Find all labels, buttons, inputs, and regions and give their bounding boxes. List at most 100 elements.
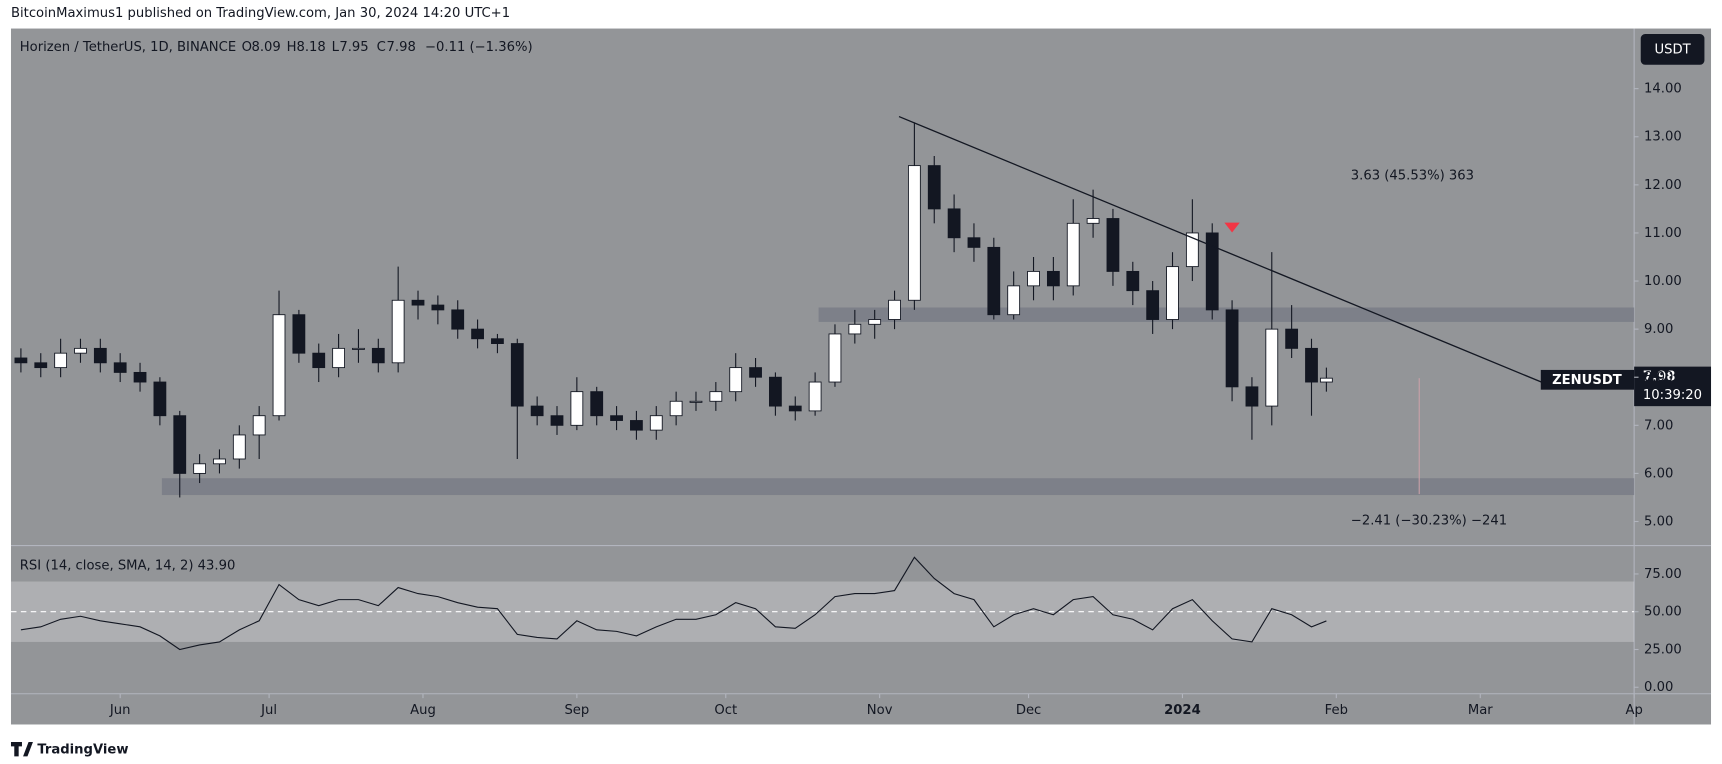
candle-body [749, 367, 762, 378]
candle-body [1285, 328, 1299, 349]
candle-body [1225, 309, 1239, 388]
x-tick-label: Oct [714, 703, 737, 718]
change: −0.11 (−1.36%) [425, 40, 533, 55]
x-tick-label: Jun [109, 703, 131, 718]
candle-body [1086, 218, 1100, 224]
rsi-title: RSI (14, close, SMA, 14, 2) [20, 558, 194, 573]
x-tick-label: Jul [260, 703, 277, 718]
candle-body [510, 343, 524, 407]
y-tick-label: 14.00 [1644, 82, 1682, 97]
candle-body [74, 347, 87, 354]
symbol-tag [1540, 369, 1635, 390]
candle-body [352, 347, 365, 350]
x-tick-label: Sep [564, 703, 589, 718]
candle-body [153, 381, 167, 417]
candle-body [689, 400, 703, 403]
y-tick-label: 12.00 [1644, 178, 1682, 193]
candle-body [669, 400, 683, 417]
candle-body [808, 381, 822, 412]
candle-body [550, 415, 564, 426]
candle-body [1305, 347, 1318, 383]
y-tick-label: 0.00 [1644, 680, 1673, 695]
candle-body [1046, 270, 1060, 287]
candle-body [610, 415, 623, 421]
footer-logo [10, 742, 33, 757]
candle-body [14, 357, 28, 364]
candle-body [213, 458, 226, 465]
candle-body [133, 371, 147, 383]
candle-body [907, 165, 921, 301]
y-tick-label: 9.00 [1644, 322, 1673, 337]
candle-body [987, 246, 1001, 316]
y-tick-label: 13.00 [1644, 130, 1682, 145]
candle-body [530, 405, 544, 417]
candle-body [411, 299, 425, 306]
candle-body [491, 338, 504, 344]
candle-body [1185, 232, 1199, 268]
candle-body [927, 165, 941, 210]
y-tick-label: 6.00 [1644, 466, 1673, 481]
candle-body [1106, 218, 1120, 272]
marker [1224, 222, 1240, 233]
candle-body [967, 237, 981, 248]
x-tick-label: 2024 [1164, 703, 1201, 718]
symbol: Horizen / TetherUS, 1D, BINANCE [20, 40, 236, 55]
candle-body [332, 347, 345, 369]
y-tick-label: 7.00 [1644, 418, 1673, 433]
o-label: O [242, 40, 252, 55]
trendline [898, 115, 1542, 383]
candle-body [1319, 377, 1333, 383]
footer: TradingView [37, 743, 128, 758]
candle-body [34, 362, 48, 369]
candle-body [272, 314, 286, 417]
candle-body [312, 352, 326, 369]
candle-body [93, 347, 107, 364]
candle-body [1265, 328, 1279, 407]
measure-up-label: 3.63 (45.53%) 363 [1351, 169, 1474, 184]
candle-body [947, 208, 961, 239]
o-value: 8.09 [251, 40, 280, 55]
candle-body [1126, 270, 1140, 292]
rsi-line [20, 556, 1327, 651]
candle-body [570, 391, 584, 426]
x-tick-label: Nov [867, 703, 893, 718]
candle-body [649, 415, 663, 431]
candle-body [1146, 290, 1160, 320]
y-tick-label: 8.00 [1644, 370, 1673, 385]
candle-body [729, 367, 743, 393]
candle-body [709, 391, 723, 402]
candle-body [868, 319, 882, 325]
y-tick-label: 50.00 [1644, 605, 1682, 620]
price-tag-countdown: 10:39:20 [1643, 388, 1702, 403]
zone [161, 478, 1635, 496]
candle-body [252, 415, 266, 436]
candle-body [590, 391, 604, 417]
c-value: 7.98 [387, 40, 416, 55]
l-label: L [332, 40, 340, 55]
currency-box[interactable] [1640, 34, 1705, 65]
candle-body [292, 314, 306, 354]
candle-body [193, 463, 207, 474]
symbol-tag-text: ZENUSDT [1552, 373, 1622, 388]
y-tick-label: 11.00 [1644, 226, 1682, 241]
price-tag [1634, 366, 1712, 407]
price-tag-price: 7.98 [1643, 370, 1675, 385]
candle-body [828, 333, 842, 383]
candle-body [1066, 222, 1080, 287]
x-tick-label: Dec [1016, 703, 1041, 718]
candle-body [1027, 270, 1040, 287]
x-tick-label: Ap [1625, 703, 1642, 718]
candle-body [848, 323, 862, 335]
y-tick-label: 25.00 [1644, 642, 1682, 657]
x-tick-label: Feb [1325, 703, 1348, 718]
y-tick-label: 10.00 [1644, 274, 1682, 289]
h-label: H [287, 40, 297, 55]
candle-body [54, 352, 68, 369]
currency[interactable]: USDT [1654, 42, 1691, 57]
candle-body [451, 309, 465, 330]
x-tick-label: Mar [1468, 703, 1493, 718]
candle-body [173, 415, 187, 474]
candle-body [1205, 232, 1219, 311]
h-value: 8.18 [297, 40, 326, 55]
